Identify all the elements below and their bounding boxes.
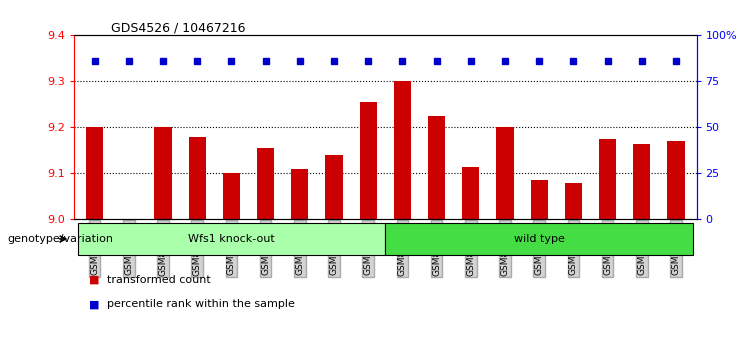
Bar: [565, 183, 582, 219]
Text: wild type: wild type: [514, 234, 565, 244]
Bar: [86, 127, 103, 219]
Text: percentile rank within the sample: percentile rank within the sample: [107, 299, 296, 309]
Text: genotype/variation: genotype/variation: [7, 234, 113, 244]
Bar: [394, 81, 411, 219]
Bar: [223, 173, 240, 219]
Bar: [359, 102, 376, 219]
Bar: [496, 127, 514, 219]
Bar: [462, 166, 479, 219]
Bar: [189, 137, 206, 219]
Text: ■: ■: [89, 299, 99, 309]
Bar: [428, 116, 445, 219]
Bar: [668, 141, 685, 219]
Text: ■: ■: [89, 275, 99, 285]
Bar: [599, 139, 617, 219]
Bar: [634, 144, 651, 219]
Text: Wfs1 knock-out: Wfs1 knock-out: [188, 234, 275, 244]
Bar: [154, 127, 172, 219]
Bar: [325, 155, 342, 219]
Text: GDS4526 / 10467216: GDS4526 / 10467216: [111, 21, 246, 34]
Bar: [531, 180, 548, 219]
Text: transformed count: transformed count: [107, 275, 211, 285]
Bar: [291, 169, 308, 219]
Bar: [257, 148, 274, 219]
